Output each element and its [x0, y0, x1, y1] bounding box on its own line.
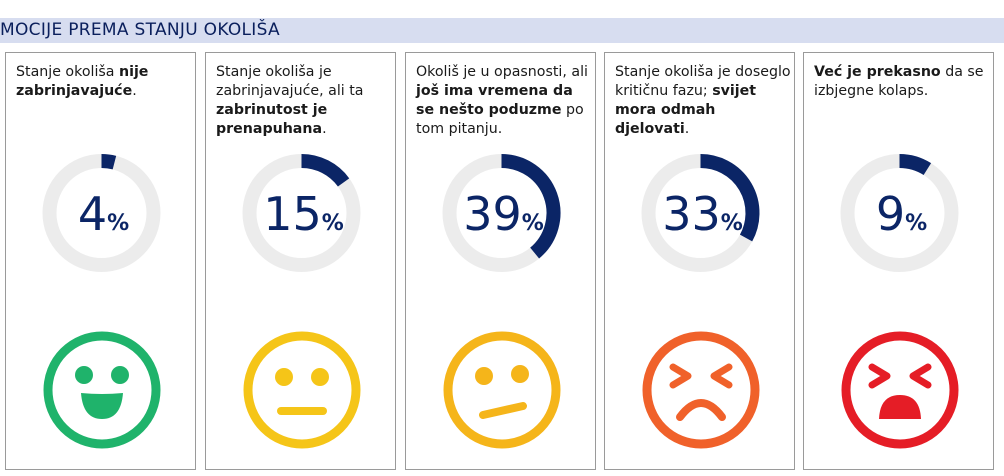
panel-description: Okoliš je u opasnosti, ali još ima vreme…	[416, 63, 592, 139]
donut-chart: 15%	[242, 154, 361, 272]
description-text: Okoliš je u opasnosti, ali	[416, 64, 588, 80]
donut-value-arc	[301, 154, 350, 187]
value-label: 39%	[463, 187, 544, 241]
description-emphasis: Već je prekasno	[814, 64, 941, 80]
value-number: 33	[662, 187, 721, 241]
value-percent-sign: %	[107, 211, 129, 236]
panel-3: Okoliš je u opasnosti, ali još ima vreme…	[405, 52, 596, 470]
value-label: 33%	[662, 187, 743, 241]
donut-chart: 9%	[840, 154, 959, 272]
value-percent-sign: %	[905, 211, 927, 236]
value-label: 9%	[876, 187, 927, 241]
description-emphasis: još ima vremena da se nešto poduzme	[416, 83, 573, 118]
panel-2: Stanje okoliša je zabrinjavajuće, ali ta…	[205, 52, 396, 470]
value-number: 4	[78, 187, 107, 241]
donut-chart: 4%	[42, 153, 161, 272]
description-emphasis: nije zabrinjavajuće	[16, 64, 149, 99]
donut-chart: 39%	[442, 154, 561, 272]
description-text: .	[132, 83, 137, 99]
value-percent-sign: %	[721, 211, 743, 236]
panel-description: Stanje okoliša nije zabrinjavajuće.	[16, 63, 192, 101]
donut-value-arc	[101, 153, 117, 170]
description-emphasis: svijet mora odmah djelovati	[615, 83, 757, 137]
value-number: 9	[876, 187, 905, 241]
page-title: MOCIJE PREMA STANJU OKOLIŠA	[0, 20, 280, 40]
donut-value-arc	[899, 154, 932, 176]
value-label: 15%	[263, 187, 344, 241]
donut-value-arc	[501, 154, 561, 259]
neutral-face-icon	[243, 331, 361, 449]
skeptical-face-icon	[443, 331, 561, 449]
donut-value-arc	[700, 154, 760, 242]
panel-description: Stanje okoliša je zabrinjavajuće, ali ta…	[216, 63, 392, 139]
donut-chart: 33%	[641, 154, 760, 272]
panel-4: Stanje okoliša je doseglo kritičnu fazu;…	[604, 52, 795, 470]
distressed-face-icon	[642, 331, 760, 449]
title-bar: MOCIJE PREMA STANJU OKOLIŠA	[0, 18, 1004, 43]
value-percent-sign: %	[322, 211, 344, 236]
panel-description: Već je prekasno da se izbjegne kolaps.	[814, 63, 990, 101]
panel-5: Već je prekasno da se izbjegne kolaps. 9%	[803, 52, 994, 470]
description-text: Stanje okoliša	[16, 64, 119, 80]
shouting-face-icon	[841, 331, 959, 449]
happy-face-icon	[43, 331, 161, 449]
description-text: .	[684, 121, 690, 137]
panel-1: Stanje okoliša nije zabrinjavajuće. 4%	[5, 52, 196, 470]
description-text: .	[322, 121, 327, 137]
description-emphasis: zabrinutost je prenapuhana	[216, 102, 328, 137]
panel-description: Stanje okoliša je doseglo kritičnu fazu;…	[615, 63, 791, 139]
value-percent-sign: %	[522, 211, 544, 236]
description-text: da se izbjegne kolaps.	[814, 64, 984, 99]
description-text: Stanje okoliša je doseglo kritičnu fazu;	[615, 64, 791, 99]
value-number: 15	[263, 187, 322, 241]
description-text: po tom pitanju.	[416, 102, 584, 137]
description-text: Stanje okoliša je zabrinjavajuće, ali ta	[216, 64, 364, 99]
value-label: 4%	[78, 187, 129, 241]
value-number: 39	[463, 187, 522, 241]
